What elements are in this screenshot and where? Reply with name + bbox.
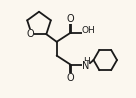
Text: O: O <box>67 73 74 83</box>
Text: OH: OH <box>82 26 95 35</box>
Text: O: O <box>67 14 74 24</box>
Text: N: N <box>82 61 89 71</box>
Text: O: O <box>26 29 34 39</box>
Text: H: H <box>83 57 90 66</box>
